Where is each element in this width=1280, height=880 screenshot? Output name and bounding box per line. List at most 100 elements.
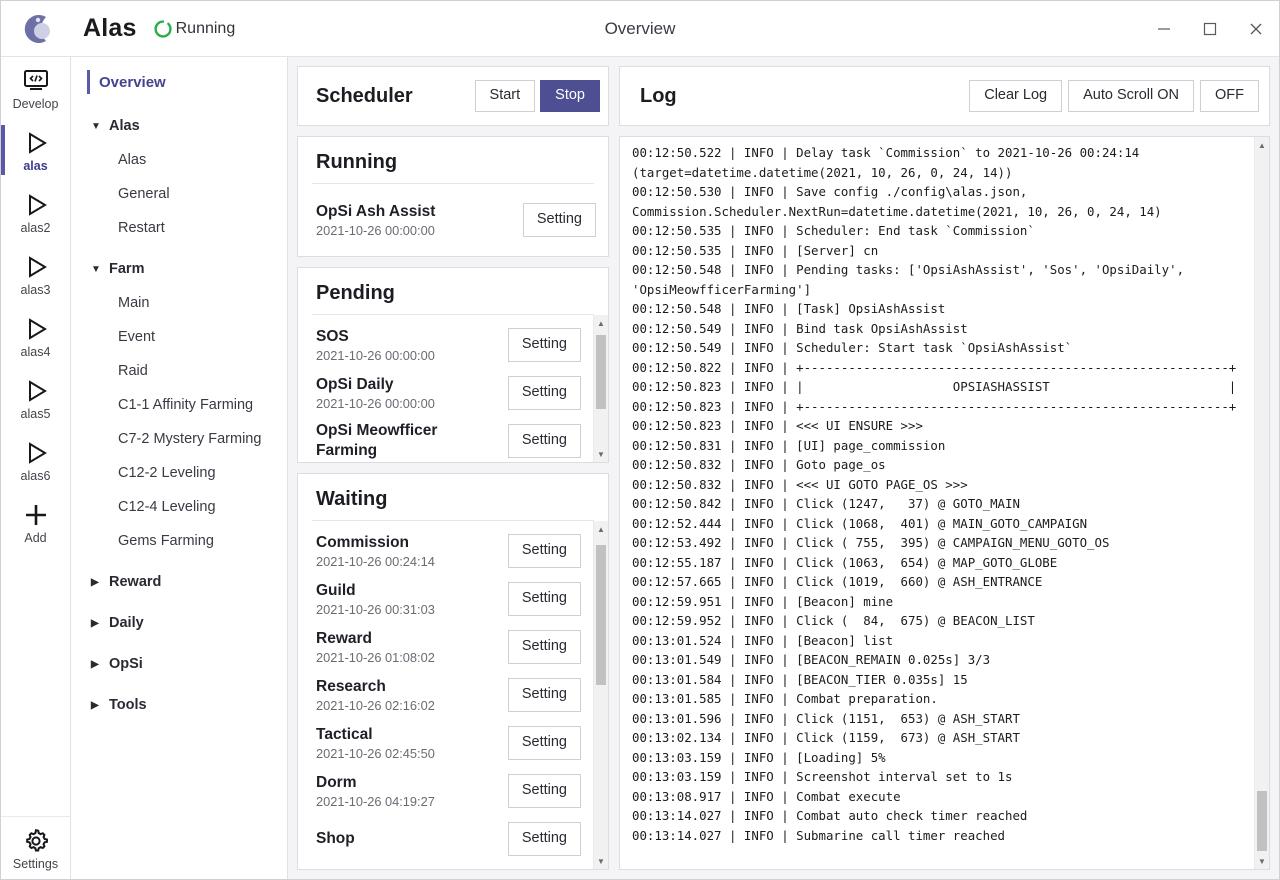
maximize-button[interactable] — [1187, 1, 1233, 57]
close-button[interactable] — [1233, 1, 1279, 57]
rail-item-develop[interactable]: Develop — [1, 57, 70, 119]
waiting-scrollbar[interactable]: ▲ ▼ — [593, 521, 608, 869]
nav-group-daily[interactable]: ▶ Daily — [71, 606, 287, 640]
minimize-button[interactable] — [1141, 1, 1187, 57]
chevron-right-icon: ▶ — [91, 658, 99, 670]
sidebar-item-c12-2-leveling[interactable]: C12-2 Leveling — [118, 465, 216, 481]
nav-group-farm[interactable]: ▼ Farm — [71, 252, 287, 286]
divider — [312, 520, 594, 521]
scrollbar-track[interactable] — [1255, 153, 1269, 853]
scrollbar-thumb[interactable] — [1257, 791, 1267, 851]
task-info: OpSi Meowfficer Farming — [316, 421, 508, 461]
rail-item-alas6[interactable]: alas6 — [1, 429, 70, 491]
scroll-down-icon[interactable]: ▼ — [1258, 856, 1266, 866]
task-info: Commission 2021-10-26 00:24:14 — [316, 533, 508, 570]
sidebar-item-event[interactable]: Event — [118, 329, 156, 345]
scheduler-title: Scheduler — [316, 84, 413, 107]
scroll-down-icon[interactable]: ▼ — [597, 449, 605, 459]
play-icon — [23, 252, 49, 282]
rail-bottom: Settings — [1, 816, 70, 879]
sidebar-item-raid[interactable]: Raid — [118, 363, 148, 379]
auto-scroll-on-button[interactable]: Auto Scroll ON — [1068, 80, 1194, 112]
auto-scroll-off-button[interactable]: OFF — [1200, 80, 1259, 112]
brand-title: Alas — [83, 14, 137, 42]
task-time: 2021-10-26 00:31:03 — [316, 602, 435, 618]
scroll-down-icon[interactable]: ▼ — [597, 856, 605, 866]
sidebar-item-main[interactable]: Main — [118, 295, 150, 311]
task-info: OpSi Daily 2021-10-26 00:00:00 — [316, 375, 508, 412]
pending-panel: Pending SOS 2021-10-26 00:00:00 Setting — [297, 267, 609, 463]
task-name: OpSi Ash Assist — [316, 202, 436, 220]
waiting-title: Waiting — [316, 488, 388, 510]
sidebar-item-gems-farming[interactable]: Gems Farming — [118, 533, 214, 549]
nav-group-reward[interactable]: ▶ Reward — [71, 565, 287, 599]
gear-icon — [22, 826, 50, 856]
rail-item-label: Add — [24, 530, 47, 545]
task-setting-button[interactable]: Setting — [507, 726, 581, 760]
scrollbar-thumb[interactable] — [596, 335, 606, 409]
log-title: Log — [640, 84, 677, 107]
task-name: Guild — [316, 581, 356, 599]
scrollbar-track[interactable] — [594, 331, 608, 446]
sidebar-item-c1-1-affinity-farming[interactable]: C1-1 Affinity Farming — [118, 397, 254, 413]
task-setting-button[interactable]: Setting — [507, 774, 581, 808]
rail-item-label: Settings — [12, 856, 59, 871]
task-setting-button[interactable]: Setting — [507, 630, 581, 664]
rail-item-add[interactable]: Add — [1, 491, 70, 553]
nav-spacer — [71, 640, 287, 647]
app-body: Develop alas alas2 — [1, 57, 1279, 879]
scroll-up-icon[interactable]: ▲ — [597, 318, 605, 328]
task-list: OpSi Ash Assist 2021-10-26 00:00:00 Sett… — [298, 190, 608, 248]
task-row-pending-sos: SOS 2021-10-26 00:00:00 Setting — [298, 321, 593, 369]
play-icon — [23, 376, 49, 406]
sidebar-item-general[interactable]: General — [118, 186, 170, 202]
nav-group-tools[interactable]: ▶ Tools — [71, 688, 287, 722]
task-time: 2021-10-26 02:45:50 — [316, 746, 435, 762]
sidebar-item-alas[interactable]: Alas — [118, 152, 147, 168]
pending-list: SOS 2021-10-26 00:00:00 Setting OpSi Dai… — [298, 315, 608, 462]
task-setting-button[interactable]: Setting — [507, 376, 581, 410]
task-setting-button[interactable]: Setting — [507, 582, 581, 616]
task-name: Commission — [316, 533, 410, 551]
play-icon — [23, 128, 49, 158]
title-bar: Alas Running Overview — [1, 1, 1279, 57]
play-icon — [23, 314, 49, 344]
clear-log-button[interactable]: Clear Log — [969, 80, 1063, 112]
rail-item-alas2[interactable]: alas2 — [1, 181, 70, 243]
sidebar-item-restart[interactable]: Restart — [118, 220, 165, 236]
stop-button[interactable]: Stop — [540, 80, 600, 112]
rail-item-alas[interactable]: alas — [1, 119, 70, 181]
rail-item-alas5[interactable]: alas5 — [1, 367, 70, 429]
start-button[interactable]: Start — [474, 80, 536, 112]
task-setting-button[interactable]: Setting — [507, 534, 581, 568]
task-list: SOS 2021-10-26 00:00:00 Setting OpSi Dai… — [298, 315, 593, 462]
task-setting-button[interactable]: Setting — [507, 328, 581, 362]
sidebar-item-c7-2-mystery-farming[interactable]: C7-2 Mystery Farming — [118, 431, 262, 447]
main-content: Scheduler Start Stop Running OpSi Ash As… — [288, 57, 1279, 879]
task-name: Dorm — [316, 773, 357, 791]
task-setting-button[interactable]: Setting — [522, 203, 596, 237]
task-row-waiting-guild: Guild 2021-10-26 00:31:03 Setting — [298, 575, 593, 623]
scrollbar-track[interactable] — [594, 537, 608, 853]
task-setting-button[interactable]: Setting — [507, 678, 581, 712]
rail-item-alas4[interactable]: alas4 — [1, 305, 70, 367]
rail-item-settings[interactable]: Settings — [1, 817, 70, 879]
rail-item-alas3[interactable]: alas3 — [1, 243, 70, 305]
run-status: Running — [153, 19, 235, 39]
scrollbar-thumb[interactable] — [596, 545, 606, 685]
nav-group-opsi[interactable]: ▶ OpSi — [71, 647, 287, 681]
scroll-up-icon[interactable]: ▲ — [1258, 140, 1266, 150]
log-scrollbar[interactable]: ▲ ▼ — [1254, 137, 1269, 869]
task-setting-button[interactable]: Setting — [507, 424, 581, 458]
instance-list: Develop alas alas2 — [1, 57, 70, 816]
task-row-waiting-dorm: Dorm 2021-10-26 04:19:27 Setting — [298, 767, 593, 815]
scroll-up-icon[interactable]: ▲ — [597, 524, 605, 534]
pending-scrollbar[interactable]: ▲ ▼ — [593, 315, 608, 462]
task-setting-button[interactable]: Setting — [507, 822, 581, 856]
scheduler-column: Scheduler Start Stop Running OpSi Ash As… — [297, 66, 609, 870]
minimize-icon — [1158, 28, 1170, 30]
sidebar-item-c12-4-leveling[interactable]: C12-4 Leveling — [118, 499, 216, 515]
sidebar-item-overview[interactable]: Overview — [71, 67, 287, 97]
app-logo — [1, 1, 71, 57]
nav-group-alas[interactable]: ▼ Alas — [71, 109, 287, 143]
